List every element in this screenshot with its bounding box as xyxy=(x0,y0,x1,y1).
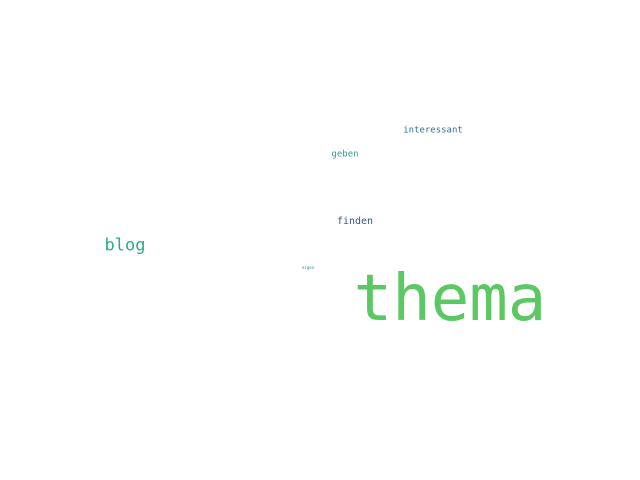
word-eigen: eigen xyxy=(301,265,315,270)
word-blog: blog xyxy=(104,235,146,256)
word-finden: finden xyxy=(336,216,374,227)
word-geben: geben xyxy=(331,149,359,160)
word-thema: thema xyxy=(353,262,547,336)
word-interessant: interessant xyxy=(403,125,463,136)
